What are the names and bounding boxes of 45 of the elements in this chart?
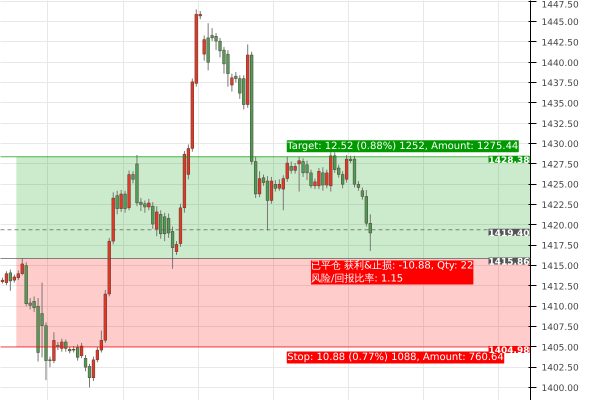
candlestick	[64, 339, 68, 352]
y-tick-label: 1402.50	[542, 364, 579, 374]
y-tick-label: 1430.00	[542, 140, 579, 150]
candlestick	[317, 167, 321, 190]
candlestick	[8, 269, 12, 292]
y-tick-label: 1412.50	[542, 282, 579, 292]
y-tick-label: 1415.00	[542, 262, 579, 272]
candlestick	[344, 154, 348, 184]
y-tick-label: 1400.00	[542, 384, 579, 394]
y-tick-label: 1420.00	[542, 221, 579, 232]
band-label: Target: 12.52 (0.88%) 1252, Amount: 1275.44	[286, 140, 518, 152]
candlestick	[278, 178, 281, 192]
y-tick-label: 1440.00	[542, 58, 579, 69]
y-tick-label: 1405.00	[542, 343, 579, 354]
candlestick	[202, 34, 206, 62]
candlestick	[60, 338, 64, 352]
candlestick	[301, 158, 305, 178]
y-tick-label: 1410.00	[542, 302, 579, 313]
candlestick	[226, 50, 230, 88]
y-tick-label: 1427.50	[542, 160, 579, 170]
y-tick-label: 1442.50	[542, 38, 579, 48]
candlestick	[52, 332, 56, 364]
candlestick	[40, 282, 44, 358]
candlestick	[159, 210, 162, 240]
legend-label: Stop: 10.88 (0.77%) 1088, Amount: 760.64	[287, 352, 504, 364]
y-tick-label: 1447.50	[542, 0, 579, 10]
y-tick-label: 1435.00	[542, 99, 579, 110]
y-tick-label: 1432.50	[542, 120, 579, 130]
y-tick-label: 1407.50	[542, 323, 579, 334]
candlestick	[270, 176, 274, 204]
y-tick-label: 1445.00	[542, 18, 579, 28]
candlestick	[266, 176, 270, 232]
candlestick	[4, 270, 8, 286]
y-tick-label: 1417.50	[542, 242, 579, 252]
candlestick	[163, 212, 166, 242]
candlestick	[143, 200, 146, 214]
candlestick	[155, 206, 158, 237]
y-tick-label: 1425.00	[542, 180, 579, 191]
y-tick-label: 1422.50	[542, 201, 579, 212]
candlestick	[297, 156, 301, 192]
candlestick	[120, 189, 123, 212]
candlestick	[76, 344, 80, 362]
y-tick-label: 1437.50	[542, 79, 579, 90]
candlestick	[321, 166, 324, 192]
annotation: 已平仓 获利&止损: -10.88, Qty: 22 风险/回报比率: 1.15	[310, 259, 474, 285]
